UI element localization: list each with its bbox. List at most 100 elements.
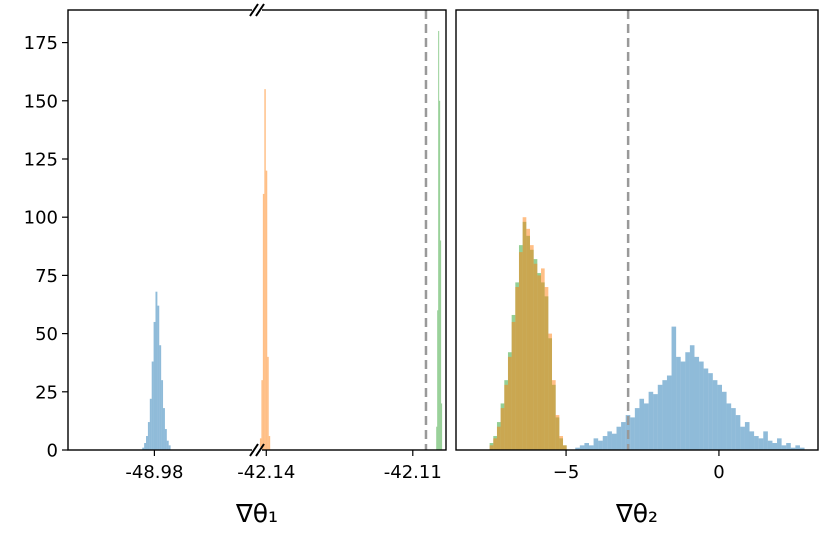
histogram-bar (436, 426, 438, 450)
histogram-bar (264, 89, 266, 450)
histogram-bar (744, 422, 750, 450)
histogram-bar (666, 375, 672, 450)
axis-break (255, 443, 265, 457)
x-tick-label: -42.11 (384, 462, 442, 483)
histogram-bar (676, 356, 681, 450)
histogram-bar (795, 445, 800, 450)
histogram-bar (621, 422, 626, 450)
histogram-bar (726, 403, 732, 450)
histogram-bar (439, 100, 441, 450)
histogram-bar (489, 445, 494, 450)
histogram-bar (438, 30, 440, 450)
plot-area (489, 217, 805, 450)
histogram-bar (437, 310, 439, 450)
histogram-bar (694, 356, 700, 450)
y-tick-label: 150 (24, 91, 58, 112)
histogram-bar (767, 440, 773, 450)
histogram-bar (166, 440, 169, 450)
histogram-bar (144, 443, 147, 450)
histogram-bar (763, 431, 768, 450)
histogram-bar (740, 426, 745, 450)
histogram-bar (799, 447, 805, 450)
x-tick-label: -48.98 (125, 462, 183, 483)
histogram-bar (147, 422, 150, 450)
histogram-bar (526, 228, 530, 450)
histogram-bar (552, 380, 556, 450)
histogram-bar (518, 252, 523, 450)
histogram-bar (262, 193, 265, 450)
y-tick-label: 0 (47, 441, 58, 462)
histogram-bar (149, 398, 152, 450)
histogram-bar (559, 436, 564, 450)
histogram-bar (493, 438, 497, 450)
histogram-bar (772, 443, 778, 450)
histogram-bar (634, 408, 640, 450)
histogram-bar (157, 305, 160, 450)
histogram-bar (657, 384, 663, 450)
histogram-bar (533, 263, 538, 450)
y-tick-label: 175 (24, 33, 58, 54)
histogram-bar (259, 438, 262, 450)
histogram-bar (781, 445, 787, 450)
histogram-bar (602, 436, 608, 450)
histogram-bar (593, 438, 599, 450)
x-axis-label: ∇θ₁ (235, 499, 278, 528)
histogram-bar (611, 433, 617, 450)
histogram-bar (703, 368, 709, 450)
histogram-bar (671, 326, 677, 450)
histogram-bar (735, 415, 741, 450)
histogram-bar (790, 447, 796, 450)
x-axis-label: ∇θ₂ (615, 499, 658, 528)
histogram-bar (163, 408, 165, 450)
histogram-bar (496, 426, 501, 450)
histogram-bar (159, 345, 162, 450)
histogram-bar (515, 287, 519, 450)
histogram-bar (685, 352, 690, 450)
axis-break (255, 3, 265, 17)
histogram-bar (644, 403, 649, 450)
histogram-bar (537, 275, 541, 450)
histogram-bar (548, 333, 553, 450)
y-tick-label: 25 (35, 382, 58, 403)
histogram-bar (161, 380, 164, 450)
axis-break (249, 3, 259, 17)
histogram-bar (265, 170, 268, 450)
y-tick-label: 75 (35, 266, 58, 287)
x-tick-label: −5 (553, 462, 580, 483)
histogram-bar (699, 361, 704, 450)
histogram-bar (267, 356, 269, 450)
histogram-bar (500, 408, 505, 450)
axes-frame (67, 9, 447, 451)
histogram-bar (717, 384, 722, 450)
histogram-bar (575, 447, 580, 450)
histogram-bar (268, 436, 271, 450)
histogram-bar (588, 445, 594, 450)
histogram-bar (441, 403, 443, 450)
y-tick-label: 125 (24, 149, 58, 170)
histogram-bar (749, 431, 755, 450)
histogram-bar (540, 268, 545, 450)
histogram-bar (155, 291, 158, 450)
histogram-bar (544, 287, 549, 450)
histogram-bar (142, 447, 145, 450)
histogram-bar (662, 380, 667, 450)
histogram-bar (777, 438, 782, 450)
histogram-bar (522, 217, 527, 450)
histogram-bar (648, 391, 654, 450)
histogram-bar (630, 417, 635, 450)
histogram-bar (164, 429, 167, 450)
histogram-bar (507, 356, 512, 450)
histogram-bar (563, 445, 567, 450)
histogram-bar (529, 245, 534, 450)
histogram-bar (504, 384, 508, 450)
histogram-bar (639, 398, 645, 450)
histogram-bar (579, 445, 585, 450)
histogram-bar (731, 408, 736, 450)
histogram-bar (616, 426, 622, 450)
y-tick-label: 100 (24, 208, 58, 229)
histogram-bar (511, 321, 516, 450)
histogram-bar (598, 440, 603, 450)
break-gap (252, 7, 262, 13)
histogram-bar (261, 380, 263, 450)
